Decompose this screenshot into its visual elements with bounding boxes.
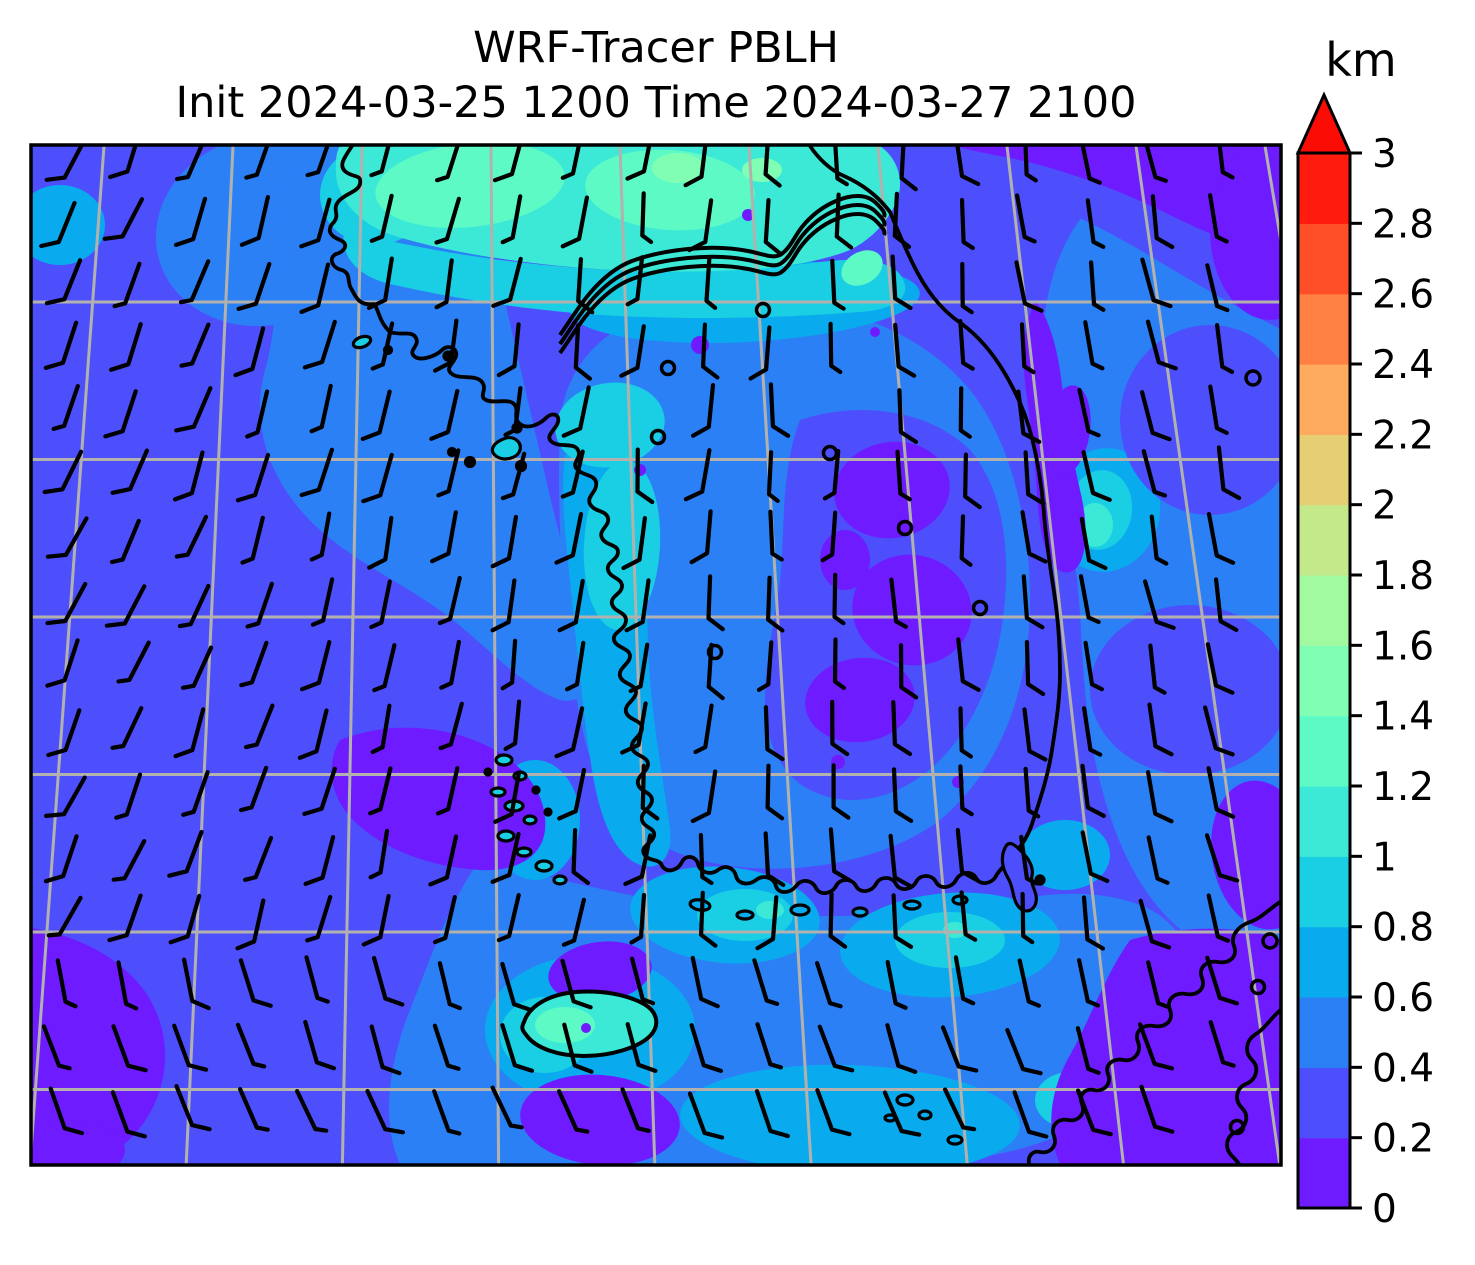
meridian-line xyxy=(340,145,364,1165)
colorbar-segment xyxy=(1298,504,1350,576)
calm-wind-circle xyxy=(754,301,772,319)
wind-barbs xyxy=(39,145,1242,1140)
map-area xyxy=(31,145,1281,1165)
lat-lon-graticule xyxy=(31,145,1281,1165)
colorbar-tick-label: 2.2 xyxy=(1372,413,1434,458)
colorbar-unit-label: km xyxy=(1325,33,1396,87)
colorbar-segment xyxy=(1298,434,1350,506)
colorbar-segment xyxy=(1298,1067,1350,1139)
colorbar-segment xyxy=(1298,153,1350,224)
islands xyxy=(351,334,1046,1146)
colorbar-tick-label: 2.4 xyxy=(1372,343,1434,388)
calm-wind-circle xyxy=(706,643,724,661)
figure-subtitle: Init 2024-03-25 1200 Time 2024-03-27 210… xyxy=(176,78,1137,128)
colorbar-tick-label: 1.8 xyxy=(1372,554,1434,599)
figure-title: WRF-Tracer PBLH xyxy=(473,23,839,73)
colorbar-segment xyxy=(1298,364,1350,435)
colorbar-tick-label: 0.8 xyxy=(1372,906,1434,951)
colorbar-segment xyxy=(1298,926,1350,998)
colorbar-tick-label: 2.6 xyxy=(1372,273,1434,318)
calm-wind-circle xyxy=(971,599,989,617)
colorbar-tick-label: 0.4 xyxy=(1372,1046,1434,1091)
colorbar-segment xyxy=(1298,856,1350,928)
colorbar-segment xyxy=(1298,645,1350,717)
colorbar-tick-label: 2 xyxy=(1372,484,1397,529)
island-ring xyxy=(1261,932,1279,950)
colorbar-tick-label: 3 xyxy=(1372,132,1397,177)
calm-wind-circle xyxy=(1249,978,1267,996)
colorbar-tick-label: 1 xyxy=(1372,835,1397,880)
colorbar-tick-label: 0.6 xyxy=(1372,976,1434,1021)
meridian-line xyxy=(31,145,106,1165)
colorbar-segment xyxy=(1298,575,1350,646)
colorbar-tick-label: 0.2 xyxy=(1372,1117,1434,1162)
colorbar-tick-label: 0 xyxy=(1372,1187,1397,1232)
calm-wind-circle xyxy=(896,519,914,537)
meridian-line xyxy=(618,145,657,1165)
calm-wind-circle xyxy=(659,359,677,377)
colorbar-tick-label: 1.4 xyxy=(1372,695,1434,740)
japan-coastline-inner xyxy=(1225,1007,1281,1165)
colorbar-extend-arrow xyxy=(1295,91,1353,155)
meridian-line xyxy=(489,145,501,1165)
colorbar-segment xyxy=(1298,1137,1350,1209)
colorbar-segment xyxy=(1298,715,1350,787)
japan-coastline-honshu xyxy=(1026,899,1281,1165)
wind-barb-strokes xyxy=(39,145,1242,1140)
colorbar-tick-label: 1.2 xyxy=(1372,765,1434,810)
meridian-line xyxy=(1005,145,1125,1165)
meridian-line xyxy=(876,145,969,1165)
map-border xyxy=(29,143,1283,1167)
colorbar-outline xyxy=(1296,151,1352,1210)
island-ring xyxy=(1244,369,1262,387)
dmz-triple-line xyxy=(558,194,887,355)
calm-wind-circle xyxy=(1228,1118,1246,1136)
colorbar-tick-label: 1.6 xyxy=(1372,624,1434,669)
colorbar-tick-label: 2.8 xyxy=(1372,202,1434,247)
colorbar-segment xyxy=(1298,997,1350,1068)
calm-wind-circle xyxy=(649,428,667,446)
small-island-rings xyxy=(1244,369,1279,950)
colorbar-segment xyxy=(1298,223,1350,295)
colorbar-segment xyxy=(1298,293,1350,365)
colorbar: 0 0.2 0.4 0.6 0.8 1 1.2 1.4 1.6 1.8 2 2.2 2.4 2.6 2.8 3 xyxy=(1295,91,1434,1232)
colorbar-segment xyxy=(1298,786,1350,857)
